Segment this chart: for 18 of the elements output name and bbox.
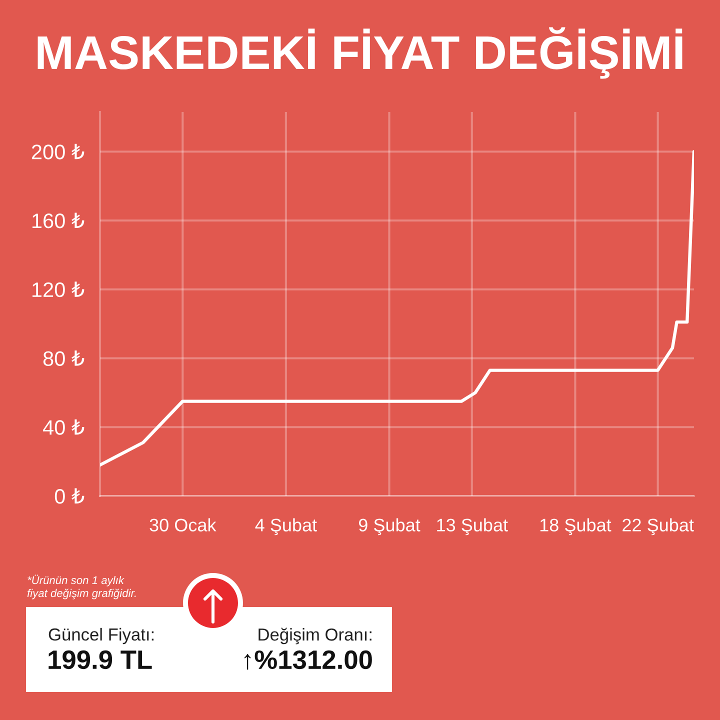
- y-tick-label: 200 ₺: [32, 144, 84, 160]
- text: 199.9 TL: [48, 650, 152, 670]
- text: ↑%1312.00: [244, 650, 372, 670]
- y-tick-label: 160 ₺: [32, 212, 84, 228]
- x-tick-label: 13 Şubat: [437, 518, 508, 536]
- text: *Ürünün son 1 aylık fiyat değişim grafiğidir.: [27, 574, 136, 600]
- y-tick-label: 40 ₺: [42, 419, 84, 435]
- x-tick-label: 4 Şubat: [255, 518, 317, 536]
- text: Değişim Oranı:: [258, 628, 372, 644]
- chart-title: MASKEDEKİ FİYAT DEĞİŞİMİ: [38, 27, 682, 79]
- x-tick-label: 9 Şubat: [358, 518, 420, 536]
- text: Güncel Fiyatı:: [48, 628, 154, 644]
- x-tick-label: 30 Ocak: [150, 518, 216, 532]
- x-tick-label: 18 Şubat: [540, 518, 612, 536]
- y-tick-label: 0 ₺: [54, 488, 84, 504]
- y-tick-label: 80 ₺: [43, 350, 84, 366]
- y-tick-label: 120 ₺: [32, 282, 84, 298]
- x-tick-label: 22 Şubat: [622, 518, 694, 536]
